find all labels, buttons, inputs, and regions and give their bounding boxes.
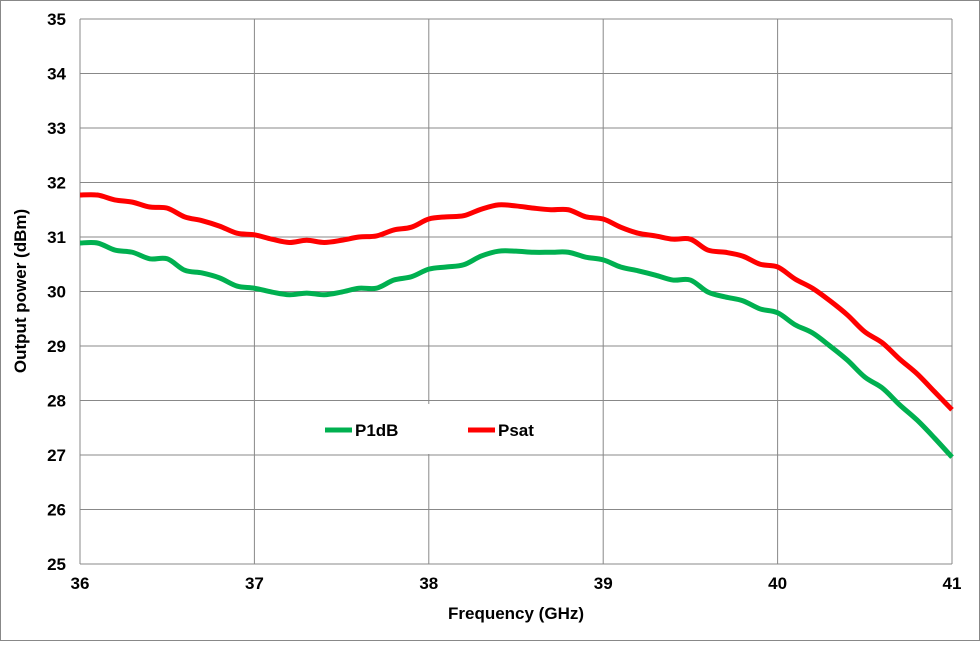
x-tick-label: 41: [943, 574, 962, 593]
y-tick-label: 27: [47, 446, 66, 465]
y-tick-label: 28: [47, 392, 66, 411]
series-line-psat: [79, 192, 954, 412]
y-tick-label: 25: [47, 555, 66, 574]
y-tick-label: 33: [47, 119, 66, 138]
x-tick-label: 36: [71, 574, 90, 593]
x-tick-label: 39: [594, 574, 613, 593]
series-lines: [79, 192, 954, 459]
y-tick-label: 26: [47, 501, 66, 520]
legend-label: Psat: [498, 421, 534, 440]
x-tick-label: 37: [245, 574, 264, 593]
legend: P1dB Psat: [318, 404, 558, 454]
x-tick-label: 38: [419, 574, 438, 593]
tick-labels: 25 26 27 28 29 30 31 32 33 34 35 36 37 38 39 40 41: [47, 10, 961, 593]
y-tick-label: 34: [47, 65, 66, 84]
x-tick-label: 40: [768, 574, 787, 593]
y-tick-label: 30: [47, 283, 66, 302]
legend-background: [318, 404, 558, 454]
y-tick-label: 35: [47, 10, 66, 29]
y-tick-label: 29: [47, 337, 66, 356]
legend-label: P1dB: [355, 421, 398, 440]
y-axis-label: Output power (dBm): [11, 209, 30, 373]
x-axis-label: Frequency (GHz): [448, 604, 584, 623]
y-tick-label: 32: [47, 174, 66, 193]
series-line-p1db: [79, 239, 954, 459]
gridlines: [79, 18, 953, 565]
y-tick-label: 31: [47, 228, 66, 247]
